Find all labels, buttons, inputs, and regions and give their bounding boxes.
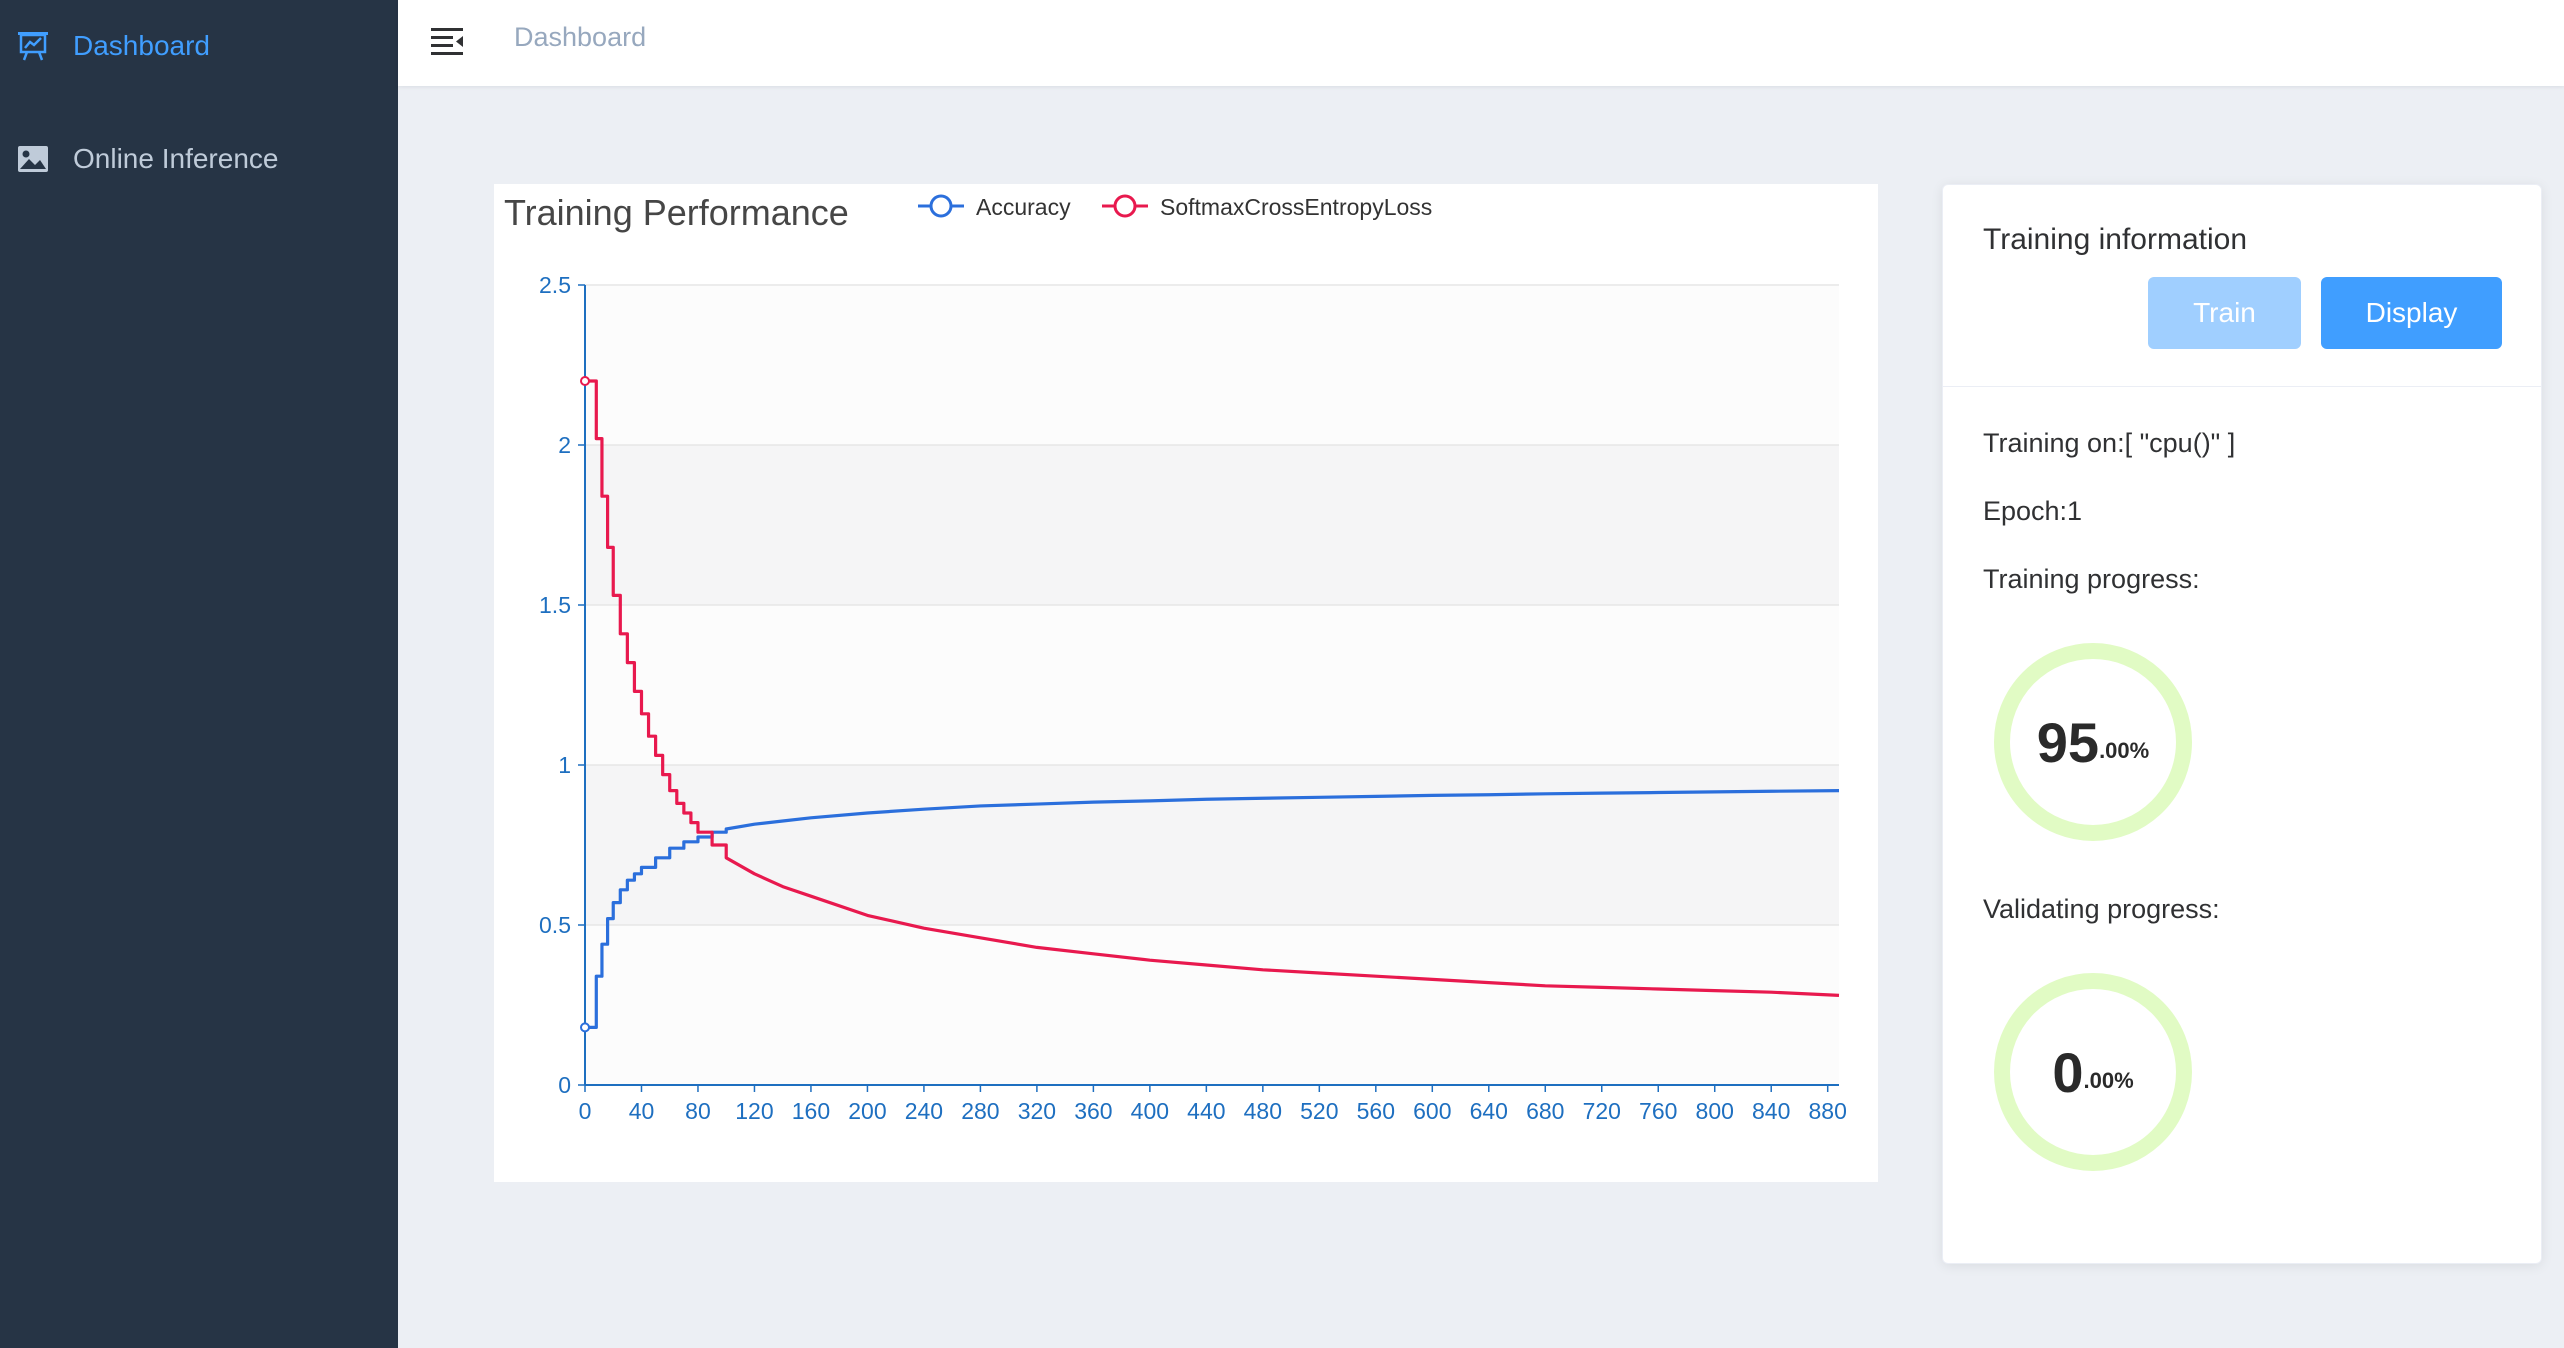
training-info-card: Training information Train Display Train…	[1942, 184, 2542, 1264]
legend-label: SoftmaxCrossEntropyLoss	[1160, 194, 1432, 220]
y-tick-label: 0.5	[539, 912, 571, 938]
x-tick-label: 440	[1187, 1098, 1225, 1124]
series-start-point	[580, 376, 590, 386]
y-tick-label: 0	[558, 1072, 571, 1098]
legend-marker	[929, 194, 953, 218]
grid-band	[585, 285, 1839, 445]
series-line-loss	[585, 379, 1840, 997]
series-start-point	[580, 1022, 590, 1033]
card-title: Training information	[1983, 223, 2248, 256]
x-tick-label: 200	[848, 1098, 886, 1124]
chart-svg: 0 0.5 1 1.5 2 2.5 0 40 80 120 160 200 240 280 320 360 40…	[539, 194, 1847, 1124]
sidebar-item-dashboard[interactable]: Dashboard	[0, 0, 398, 92]
x-tick-label: 760	[1639, 1098, 1677, 1124]
sidebar-item-online-inference[interactable]: Online Inference	[0, 113, 398, 205]
legend-label: Accuracy	[976, 194, 1071, 220]
x-tick-label: 240	[905, 1098, 943, 1124]
training-on-text: Training on:[ "cpu()" ]	[1983, 428, 2236, 458]
series-line-accuracy	[585, 789, 1840, 1029]
breadcrumb: Dashboard	[514, 22, 647, 52]
x-tick-label: 880	[1809, 1098, 1847, 1124]
display-button[interactable]: Display	[2321, 277, 2502, 349]
x-tick-label: 560	[1357, 1098, 1395, 1124]
x-tick-label: 480	[1244, 1098, 1282, 1124]
y-tick-label: 2	[558, 432, 571, 458]
hamburger-icon[interactable]	[428, 22, 468, 62]
presentation-chart-icon	[15, 28, 51, 64]
validating-progress-value: 0	[2052, 1040, 2084, 1104]
x-tick-label: 520	[1300, 1098, 1338, 1124]
training-performance-chart: 0 0.5 1 1.5 2 2.5 0 40 80 120 160 200 240 280 320 360 40…	[494, 184, 1878, 1182]
card-header: Training information Train Display	[1943, 185, 2541, 387]
training-progress-ring: 95.00%	[1993, 642, 2193, 842]
training-progress-label: Training progress:	[1983, 564, 2200, 594]
x-tick-label: 280	[961, 1098, 999, 1124]
train-button[interactable]: Train	[2148, 277, 2301, 349]
training-progress-value: 95	[2036, 710, 2100, 774]
navbar: Dashboard	[398, 0, 2564, 86]
validating-progress-label: Validating progress:	[1983, 894, 2220, 924]
x-tick-label: 80	[685, 1098, 711, 1124]
grid-band	[585, 765, 1839, 925]
x-tick-label: 800	[1696, 1098, 1734, 1124]
x-tick-label: 0	[579, 1098, 592, 1124]
x-tick-label: 720	[1583, 1098, 1621, 1124]
chart-title: Training Performance	[504, 192, 849, 233]
y-tick-label: 2.5	[539, 272, 571, 298]
training-progress-decimal: .00%	[2099, 738, 2150, 763]
x-tick-label: 320	[1018, 1098, 1056, 1124]
x-tick-label: 680	[1526, 1098, 1564, 1124]
x-tick-label: 840	[1752, 1098, 1790, 1124]
y-tick-label: 1.5	[539, 592, 571, 618]
validating-progress-decimal: .00%	[2083, 1068, 2134, 1093]
grid-band	[585, 605, 1839, 765]
sidebar: Dashboard Online Inference	[0, 0, 398, 1348]
validating-progress-ring: 0.00%	[1993, 972, 2193, 1172]
y-tick-label: 1	[558, 752, 571, 778]
x-tick-label: 120	[735, 1098, 773, 1124]
legend-marker	[1113, 194, 1137, 218]
x-tick-label: 160	[792, 1098, 830, 1124]
x-tick-label: 40	[629, 1098, 655, 1124]
x-tick-label: 360	[1074, 1098, 1112, 1124]
sidebar-item-label: Online Inference	[73, 143, 279, 174]
x-tick-label: 600	[1413, 1098, 1451, 1124]
sidebar-item-label: Dashboard	[73, 30, 210, 61]
epoch-text: Epoch:1	[1983, 496, 2083, 526]
x-tick-label: 640	[1470, 1098, 1508, 1124]
x-tick-label: 400	[1131, 1098, 1169, 1124]
picture-icon	[15, 141, 51, 177]
grid-band	[585, 445, 1839, 605]
grid-band	[585, 925, 1839, 1085]
